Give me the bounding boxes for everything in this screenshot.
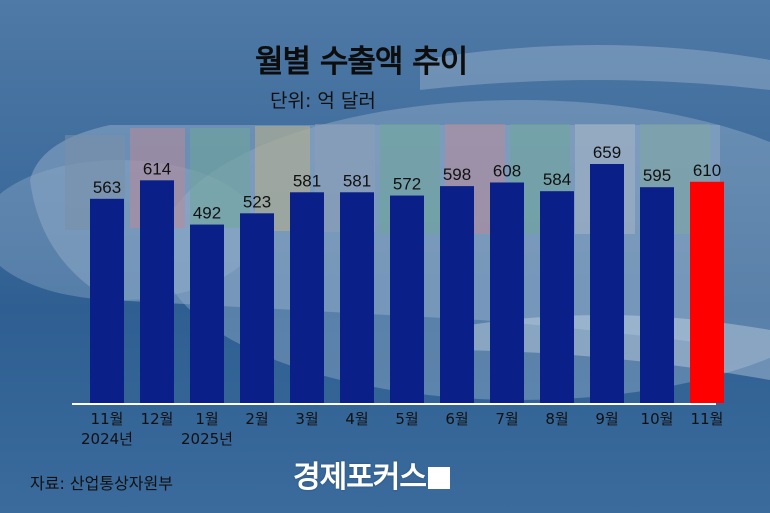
- x-tick-label-2: 12월: [141, 410, 174, 428]
- x-tick-label-6: 4월: [345, 410, 368, 428]
- x-tick-label-13: 11월: [691, 410, 724, 428]
- x-tick-label-9: 7월: [495, 410, 518, 428]
- data-label-12: 595: [643, 166, 671, 185]
- bar-8: [440, 186, 474, 403]
- data-label-8: 598: [443, 165, 471, 184]
- data-label-2: 614: [143, 159, 171, 178]
- brand-logo-mark-icon: [428, 467, 450, 489]
- data-label-6: 581: [343, 171, 371, 190]
- x-tick-sublabel-1: 2024년: [81, 430, 133, 448]
- x-tick-label-10: 8월: [545, 410, 568, 428]
- data-label-7: 572: [393, 175, 421, 194]
- x-tick-label-8: 6월: [445, 410, 468, 428]
- x-tick-label-12: 10월: [641, 410, 674, 428]
- data-label-3: 492: [193, 204, 221, 223]
- bar-9: [490, 182, 524, 403]
- bar-12: [640, 187, 674, 403]
- data-label-9: 608: [493, 161, 521, 180]
- bar-1: [90, 198, 124, 403]
- x-tick-label-11: 9월: [595, 410, 618, 428]
- data-label-5: 581: [293, 171, 321, 190]
- data-label-10: 584: [543, 170, 571, 189]
- bar-6: [340, 192, 374, 403]
- data-label-11: 659: [593, 143, 621, 162]
- x-tick-label-7: 5월: [395, 410, 418, 428]
- bar-11: [590, 164, 624, 403]
- bar-13: [690, 181, 724, 403]
- x-tick-label-4: 2월: [245, 410, 268, 428]
- source-caption: 자료: 산업통상자원부: [30, 474, 173, 493]
- x-tick-sublabel-3: 2025년: [181, 430, 233, 448]
- brand-logo: 경제포커스: [293, 452, 450, 496]
- x-tick-label-1: 11월: [91, 410, 124, 428]
- x-tick-label-3: 1월: [195, 410, 218, 428]
- bar-5: [290, 192, 324, 403]
- brand-logo-text: 경제포커스: [293, 460, 427, 495]
- bar-4: [240, 213, 274, 403]
- chart-title: 월별 수출액 추이: [255, 44, 468, 80]
- data-label-4: 523: [243, 192, 271, 211]
- unit-label: 단위: 억 달러: [270, 90, 376, 112]
- bar-7: [390, 195, 424, 403]
- bar-2: [140, 180, 174, 403]
- data-label-1: 563: [93, 178, 121, 197]
- data-label-13: 610: [693, 161, 721, 180]
- bar-10: [540, 191, 574, 403]
- bar-3: [190, 224, 224, 403]
- x-tick-label-5: 3월: [295, 410, 318, 428]
